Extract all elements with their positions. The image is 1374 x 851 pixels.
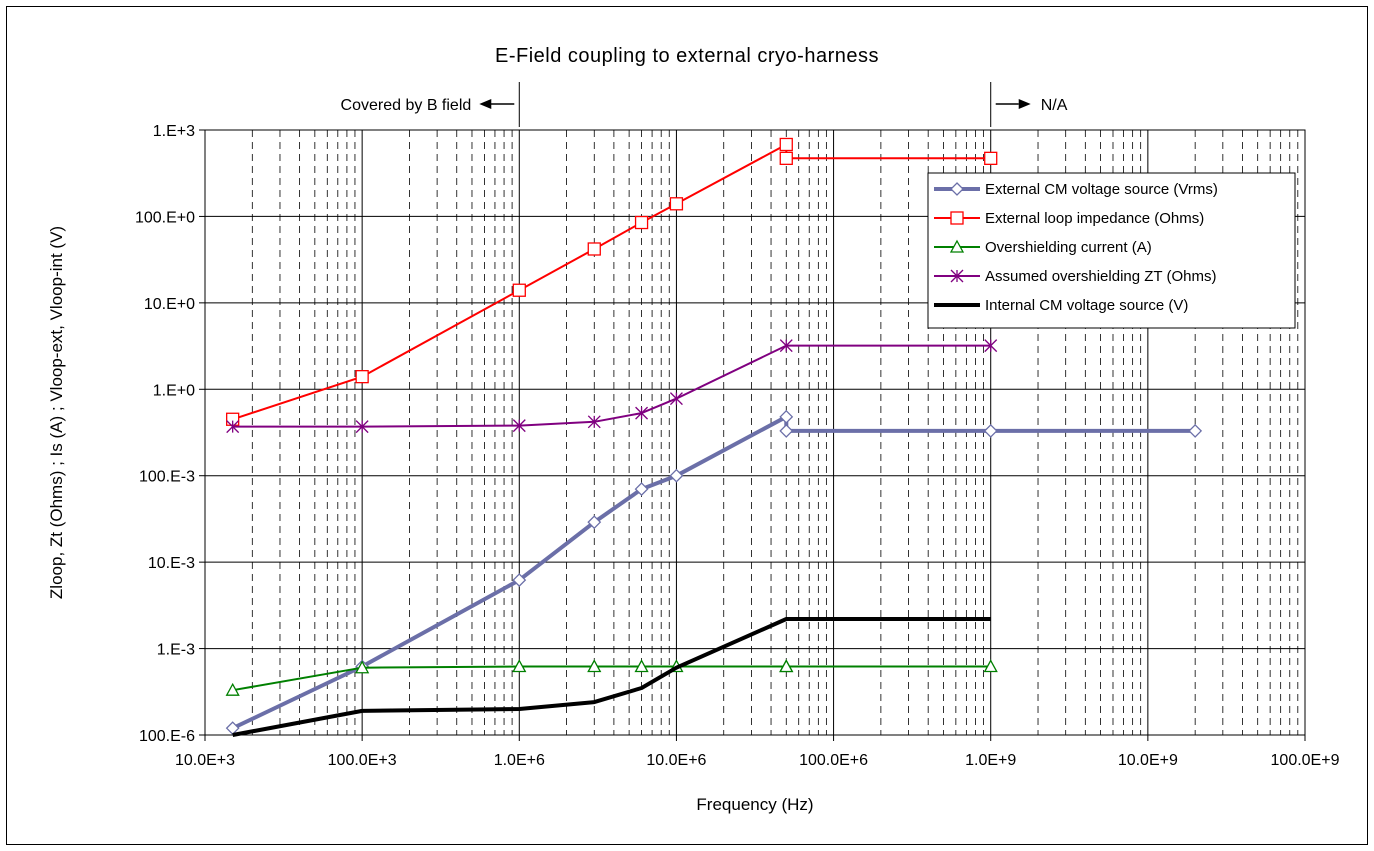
legend-marker	[950, 211, 964, 225]
right-arrow-head	[1018, 99, 1031, 109]
data-point	[779, 137, 793, 152]
legend-item: Internal CM voltage source (V)	[934, 297, 1188, 314]
data-point	[779, 339, 793, 353]
data-point	[587, 515, 602, 530]
y-tick-label: 1.E+3	[153, 123, 195, 140]
chart-title: E-Field coupling to external cryo-harnes…	[495, 45, 879, 67]
data-point	[512, 573, 527, 588]
x-axis-label: Frequency (Hz)	[696, 795, 813, 814]
data-point	[635, 406, 649, 420]
x-tick-label: 100.0E+3	[328, 752, 397, 769]
legend-item: Assumed overshielding ZT (Ohms)	[934, 268, 1216, 285]
series-2	[226, 137, 998, 426]
y-axis-label: Zloop, Zt (Ohms) ; Is (A) ; Vloop-ext, V…	[47, 226, 66, 599]
legend-item: Overshielding current (A)	[934, 239, 1152, 256]
data-point	[634, 215, 649, 230]
series-layer	[225, 137, 1203, 737]
data-point	[355, 660, 370, 674]
y-tick-label: 1.E+0	[153, 382, 195, 399]
y-tick-label: 10.E+0	[144, 296, 195, 313]
x-tick-label: 100.0E+9	[1271, 752, 1340, 769]
y-axis: 100.E-6 1.E-3 10.E-3 100.E-3 1.E+0 10.E+0 100.…	[135, 123, 205, 745]
frequency-range-notes: Covered by B field N/A	[341, 82, 1068, 127]
legend-box	[927, 172, 1296, 329]
legend-marker	[950, 182, 964, 196]
data-point	[226, 420, 240, 434]
legend-label: Internal CM voltage source (V)	[985, 297, 1188, 314]
data-point	[779, 423, 794, 438]
data-point	[983, 659, 998, 673]
y-tick-label: 1.E-3	[157, 642, 195, 659]
data-point	[512, 283, 526, 297]
data-point	[512, 659, 527, 673]
data-point	[779, 151, 793, 165]
y-tick-label: 100.E+0	[135, 209, 195, 226]
data-point	[669, 392, 683, 406]
series-line	[231, 414, 1196, 731]
left-range-note: Covered by B field	[341, 97, 472, 114]
legend-marker	[949, 239, 965, 253]
legend-item: External CM voltage source (Vrms)	[934, 181, 1218, 198]
series-4	[226, 339, 998, 434]
series-5	[232, 617, 991, 737]
x-tick-label: 100.0E+6	[799, 752, 868, 769]
data-point	[587, 242, 601, 256]
x-axis: 10.0E+3 100.0E+3 1.0E+6 10.0E+6 100.0E+6 1.0E…	[175, 735, 1340, 769]
series-line	[232, 665, 991, 692]
data-point	[355, 370, 369, 384]
series-1	[225, 409, 1203, 736]
data-point	[983, 423, 998, 438]
right-range-note: N/A	[1041, 97, 1068, 114]
data-point	[587, 659, 602, 673]
x-tick-label: 1.0E+6	[494, 752, 545, 769]
series-line	[232, 344, 991, 428]
x-tick-label: 10.0E+9	[1118, 752, 1178, 769]
plot-area	[204, 129, 1306, 736]
legend-item: External loop impedance (Ohms)	[934, 210, 1204, 227]
x-tick-label: 10.0E+6	[646, 752, 706, 769]
x-tick-label: 1.0E+9	[965, 752, 1016, 769]
legend-label: Assumed overshielding ZT (Ohms)	[985, 268, 1216, 285]
legend-label: External loop impedance (Ohms)	[985, 210, 1204, 227]
data-point	[225, 682, 240, 696]
data-point	[634, 482, 649, 497]
legend: External CM voltage source (Vrms) Externa…	[927, 172, 1296, 329]
legend-label: External CM voltage source (Vrms)	[985, 181, 1218, 198]
y-tick-label: 10.E-3	[148, 555, 195, 572]
chart-frame	[6, 6, 1368, 845]
series-line	[232, 617, 991, 737]
legend-label: Overshielding current (A)	[985, 239, 1152, 256]
data-point	[984, 339, 998, 353]
data-point	[669, 468, 684, 483]
data-point	[779, 409, 794, 424]
data-point	[634, 659, 649, 673]
legend-marker	[950, 269, 964, 283]
x-tick-label: 10.0E+3	[175, 752, 235, 769]
data-point	[512, 419, 526, 433]
data-point	[355, 420, 369, 434]
data-point	[1188, 423, 1203, 438]
series-line	[232, 143, 991, 421]
data-point	[984, 151, 998, 165]
data-point	[779, 659, 794, 673]
data-point	[669, 197, 684, 211]
data-point	[587, 415, 601, 429]
y-tick-label: 100.E-3	[139, 469, 195, 486]
y-tick-label: 100.E-6	[139, 728, 195, 745]
left-arrow-head	[479, 99, 492, 109]
